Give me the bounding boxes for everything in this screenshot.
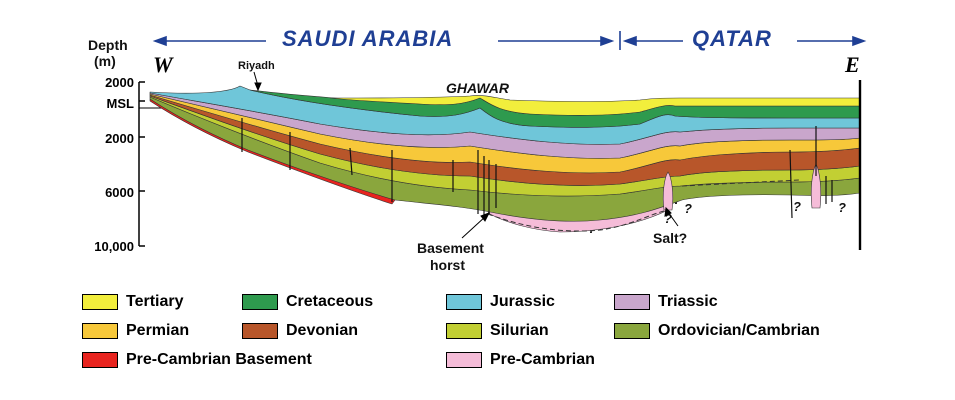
legend-item-cretaceous: Cretaceous xyxy=(242,292,373,312)
legend-swatch xyxy=(242,323,278,339)
legend-item-tertiary: Tertiary xyxy=(82,292,184,312)
legend-item-permian: Permian xyxy=(82,321,189,341)
header-qatar: QATAR xyxy=(692,26,772,51)
question-mark: ? xyxy=(838,200,846,215)
legend-label: Permian xyxy=(126,322,190,339)
legend-item-devonian: Devonian xyxy=(242,321,358,341)
tick-label-6000: 6000 xyxy=(105,185,134,200)
legend-swatch xyxy=(614,323,650,339)
legend-label: Pre-Cambrian xyxy=(490,351,595,368)
legend-swatch xyxy=(82,352,118,368)
legend-label: Ordovician/Cambrian xyxy=(658,322,820,339)
salt-diapir xyxy=(662,171,674,211)
arrow-head-right xyxy=(600,35,615,47)
tick-label-2000-above: 2000 xyxy=(105,75,134,90)
legend-label: Triassic xyxy=(658,293,718,310)
label-salt: Salt? xyxy=(653,230,688,246)
legend-swatch xyxy=(446,294,482,310)
legend-swatch xyxy=(242,294,278,310)
question-mark: ? xyxy=(793,199,801,214)
layer-tertiary xyxy=(329,95,861,116)
legend-item-pre-cambrian: Pre-Cambrian xyxy=(446,350,595,370)
arrow-head-left xyxy=(152,35,167,47)
label-riyadh: Riyadh xyxy=(238,60,275,72)
legend-item-silurian: Silurian xyxy=(446,321,549,341)
arrow-head-qatar-right xyxy=(852,35,867,47)
header-arrows xyxy=(152,31,867,50)
direction-west: W xyxy=(153,52,173,77)
legend-label: Devonian xyxy=(286,322,359,339)
dashed-contact-east xyxy=(681,179,801,187)
legend-swatch xyxy=(446,323,482,339)
legend-swatch xyxy=(82,323,118,339)
axis-title-unit: (m) xyxy=(94,53,116,69)
depth-axis xyxy=(138,81,145,247)
legend-label: Cretaceous xyxy=(286,293,374,310)
faults xyxy=(241,118,833,219)
tick-label-2000: 2000 xyxy=(105,131,134,146)
tick-label-msl: MSL xyxy=(106,96,134,111)
label-basement: Basement xyxy=(417,240,484,256)
direction-east: E xyxy=(845,52,860,77)
legend-label: Pre-Cambrian Basement xyxy=(126,351,312,368)
axis-title-depth: Depth xyxy=(88,37,128,53)
legend-item-pre-cambrian-basement: Pre-Cambrian Basement xyxy=(82,350,312,370)
arrow-head-qatar-left xyxy=(622,35,637,47)
legend-item-ordovician-cambrian: Ordovician/Cambrian xyxy=(614,321,820,341)
tick-label-10000: 10,000 xyxy=(94,239,134,254)
legend-label: Silurian xyxy=(490,322,549,339)
annotation-arrows xyxy=(253,71,679,239)
legend-swatch xyxy=(614,294,650,310)
legend-item-triassic: Triassic xyxy=(614,292,718,312)
question-mark: ? xyxy=(684,201,692,216)
header-saudi-arabia: SAUDI ARABIA xyxy=(282,26,454,51)
dashed-basement-contact xyxy=(487,209,669,232)
legend-item-jurassic: Jurassic xyxy=(446,292,555,312)
legend-label: Jurassic xyxy=(490,293,555,310)
question-mark: ? xyxy=(664,211,672,226)
legend-label: Tertiary xyxy=(126,293,184,310)
label-ghawar: GHAWAR xyxy=(446,80,509,96)
label-horst: horst xyxy=(430,257,465,273)
legend-swatch xyxy=(446,352,482,368)
legend-swatch xyxy=(82,294,118,310)
